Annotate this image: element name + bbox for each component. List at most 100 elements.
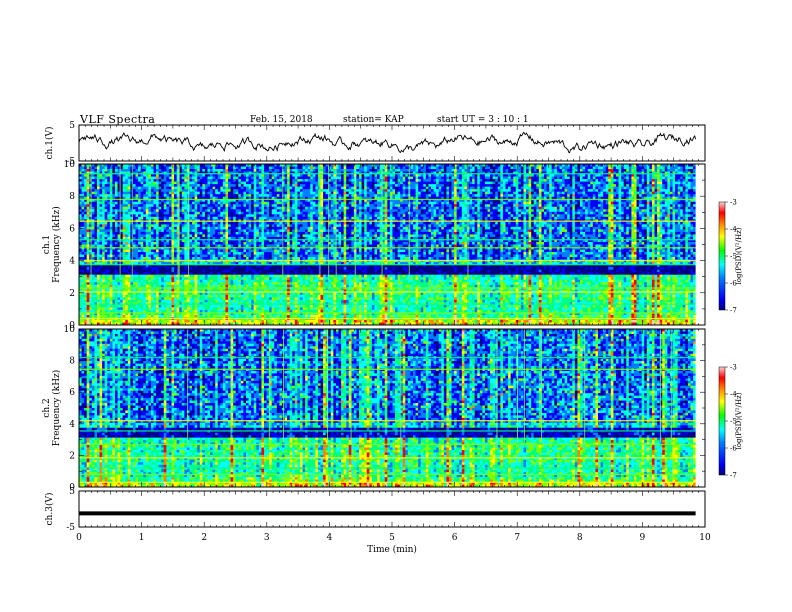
colorbar-tick-label: -3 [730, 364, 737, 372]
y-tick-label-ch2-spectrogram: 8 [69, 357, 75, 367]
x-tick-label: 0 [76, 533, 82, 543]
spectral-line [79, 312, 696, 314]
spectral-line [79, 287, 696, 289]
colorbar-ch1-spectrogram [718, 201, 726, 311]
colorbar-tick-label: -6 [730, 445, 737, 453]
y-tick-label-ch2-spectrogram: 6 [69, 388, 75, 398]
vertical-burst [268, 329, 270, 443]
ch1-waveform-line [78, 131, 697, 154]
spectral-line [79, 173, 696, 175]
colorbar-tick-label: -5 [730, 253, 737, 261]
spectral-line [79, 356, 696, 359]
colorbar-tick-label: -5 [730, 418, 737, 426]
vertical-burst [381, 164, 383, 280]
vertical-burst [177, 164, 179, 280]
spectral-line [79, 247, 696, 249]
vertical-burst [335, 164, 337, 280]
spectral-line [79, 457, 696, 459]
vertical-burst [178, 164, 180, 280]
chart-title: VLF Spectra [80, 113, 155, 126]
vertical-burst [496, 329, 498, 443]
x-tick-label: 4 [327, 533, 333, 543]
spectral-line [79, 420, 696, 422]
station-label: station= KAP [343, 115, 404, 125]
colorbar-tick-label: -4 [730, 391, 737, 399]
vertical-burst [187, 329, 189, 443]
colorbar-tick-label: -3 [730, 199, 737, 207]
y-tick-label-ch1-spectrogram: 0 [69, 321, 75, 331]
y-tick-label-ch2-spectrogram: 2 [69, 451, 75, 461]
spectral-line [79, 220, 696, 222]
vertical-burst [131, 164, 133, 280]
y-tick-label-ch1-waveform: -5 [66, 157, 75, 167]
vertical-burst [659, 329, 661, 443]
y-tick-label-ch1-spectrogram: 6 [69, 224, 75, 234]
colorbar-label: log(PSD)(V²/Hz) [735, 392, 743, 449]
spectral-line [79, 481, 696, 483]
spectral-line [79, 317, 696, 320]
colorbar-ch2-spectrogram [718, 366, 726, 476]
start-time-label: start UT = 3 : 10 : 1 [437, 115, 529, 125]
vertical-burst [400, 329, 402, 443]
x-axis-label: Time (min) [367, 544, 417, 555]
vertical-burst [187, 164, 189, 280]
y-axis-label-ch3-waveform: ch.3(V) [44, 493, 55, 526]
vertical-burst [670, 329, 672, 443]
y-tick-label-ch3-waveform: -5 [66, 523, 75, 533]
colorbar-tick-label: -7 [730, 307, 737, 315]
vertical-burst [516, 329, 518, 443]
y-tick-label-ch2-spectrogram: 10 [64, 325, 76, 335]
vertical-burst [354, 164, 356, 280]
spectral-line [79, 473, 696, 476]
panel-frame-ch3-waveform [78, 490, 706, 528]
vertical-burst [282, 329, 284, 443]
x-tick-label: 9 [640, 533, 646, 543]
y-tick-label-ch1-spectrogram: 10 [64, 160, 76, 170]
colorbar-tick-label: -4 [730, 226, 737, 234]
x-tick-label: 7 [514, 533, 520, 543]
x-tick-label: 1 [139, 533, 145, 543]
spectral-line [79, 264, 696, 266]
x-tick-label: 6 [452, 533, 458, 543]
y-tick-label-ch2-spectrogram: 4 [69, 420, 75, 430]
y-tick-label-ch1-spectrogram: 4 [69, 257, 75, 267]
vertical-burst [540, 329, 542, 443]
spectrogram-ch1-image [79, 164, 705, 325]
x-tick-label: 5 [389, 533, 395, 543]
y-axis-label-channel: ch.1 [42, 235, 52, 254]
spectrogram-ch1-nodata [695, 164, 705, 325]
vertical-burst [584, 329, 586, 443]
vertical-burst [350, 329, 352, 443]
spectral-line [79, 291, 696, 293]
spectrogram-ch2-image [79, 329, 705, 487]
colorbar-label: log(PSD)(V²/Hz) [735, 227, 743, 284]
vertical-burst [230, 329, 232, 443]
spectral-line [79, 303, 696, 305]
vertical-burst [523, 329, 525, 443]
vertical-burst [408, 164, 410, 280]
y-tick-label-ch1-spectrogram: 8 [69, 192, 75, 202]
vertical-burst [90, 164, 92, 280]
spectral-line [79, 430, 696, 432]
vertical-burst [467, 164, 469, 280]
x-tick-label: 10 [699, 533, 711, 543]
vertical-burst [319, 164, 321, 280]
y-axis-label-ch1-waveform: ch.1(V) [44, 127, 55, 160]
vertical-burst [119, 164, 121, 280]
spectral-line [79, 260, 696, 262]
spectrogram-ch2-nodata [695, 329, 705, 487]
colorbar-tick-label: -7 [730, 472, 737, 480]
spectral-line [79, 368, 696, 370]
date-label: Feb. 15, 2018 [250, 115, 313, 125]
y-axis-label-channel: ch.2 [42, 398, 52, 417]
colorbar-tick-label: -6 [730, 280, 737, 288]
vertical-burst [328, 164, 330, 280]
y-tick-label-ch3-waveform: 5 [69, 487, 75, 497]
y-axis-label-frequency: Frequency (kHz) [51, 370, 62, 447]
spectral-line [79, 198, 696, 201]
y-tick-label-ch1-spectrogram: 2 [69, 289, 75, 299]
y-tick-label-ch2-spectrogram: 0 [69, 483, 75, 493]
y-tick-label-ch1-waveform: 5 [69, 121, 75, 131]
spectral-line [79, 443, 696, 446]
